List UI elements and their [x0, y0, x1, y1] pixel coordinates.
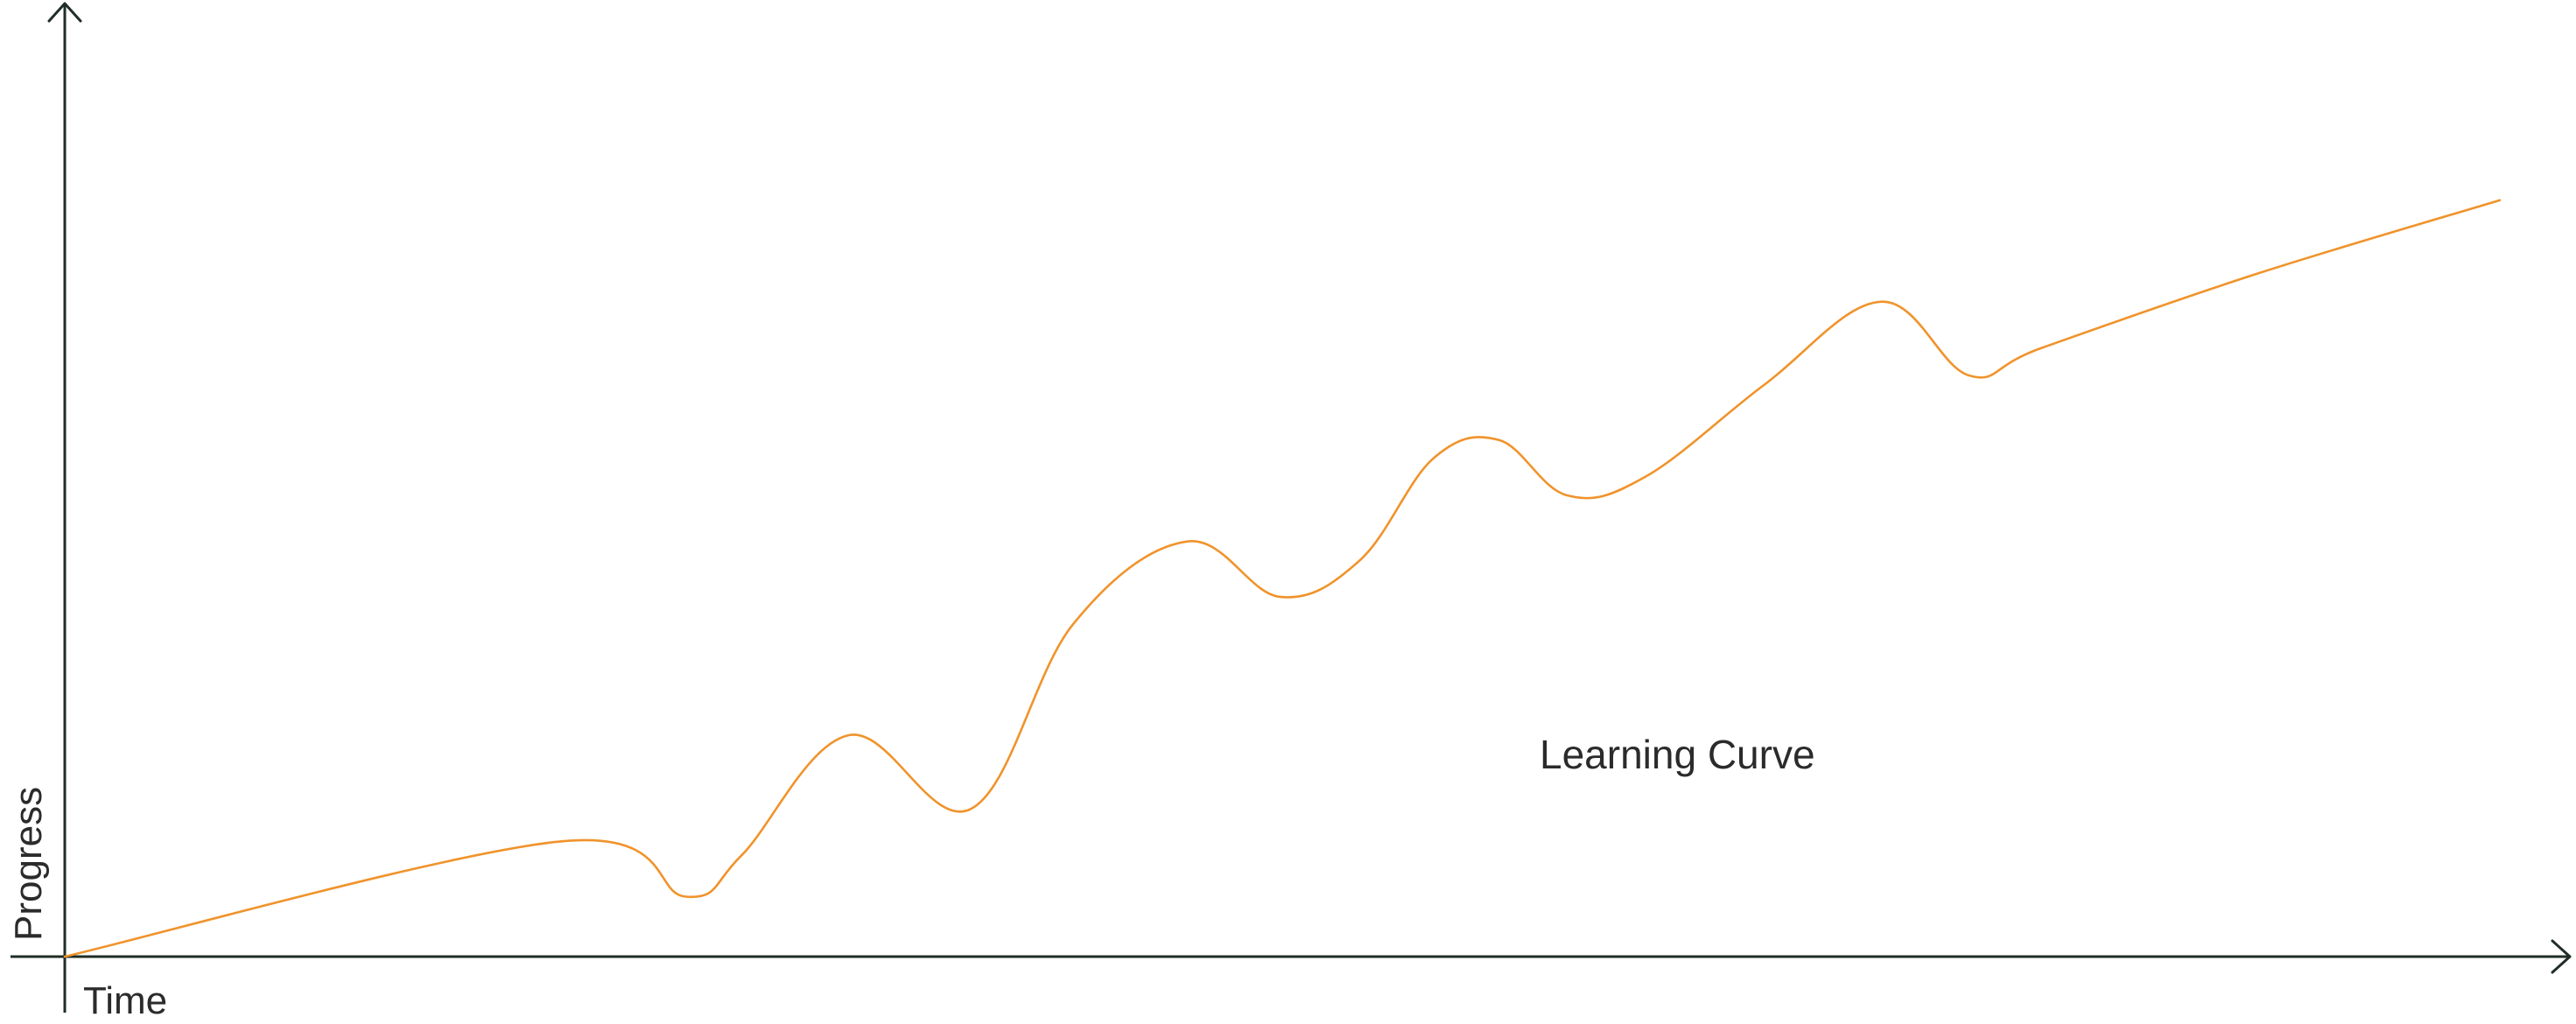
x-axis-arrow	[2551, 939, 2572, 974]
series-layer	[63, 199, 2502, 958]
learning-curve-annotation: Learning Curve	[1540, 732, 1815, 777]
y-axis-arrow	[47, 2, 82, 23]
x-axis-label: Time	[83, 979, 167, 1022]
series-line-0	[63, 199, 2502, 958]
y-axis-label: Progress	[7, 787, 50, 941]
